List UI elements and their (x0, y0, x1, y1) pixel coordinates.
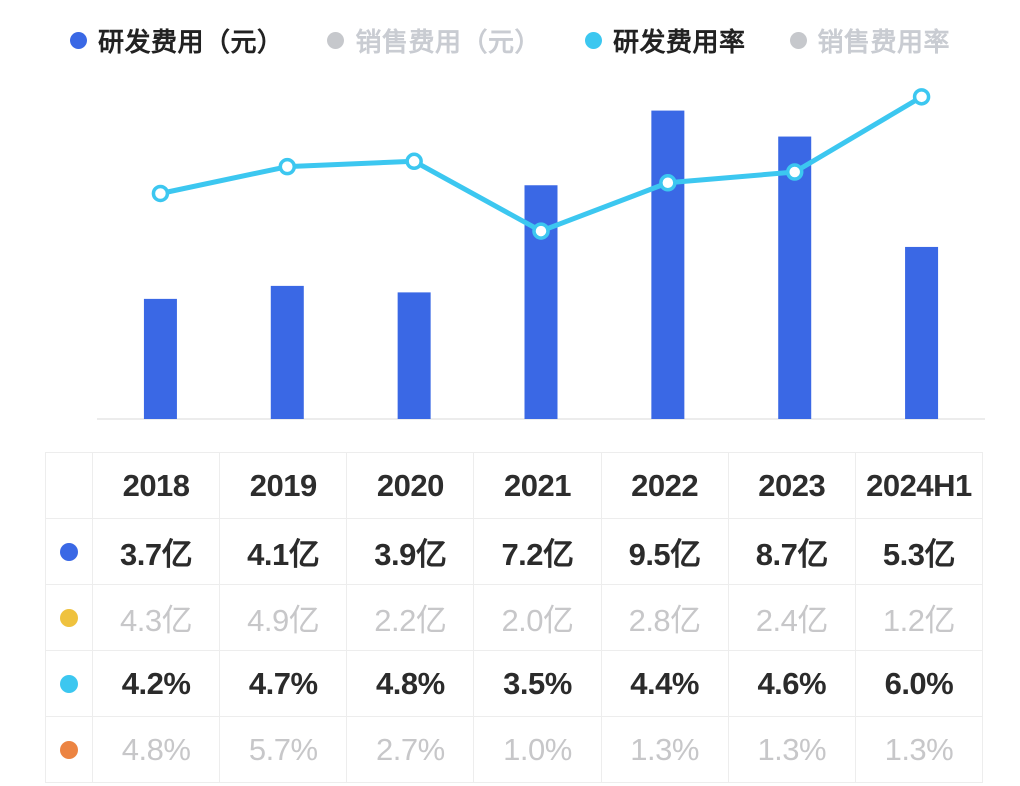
bar-2021 (524, 185, 558, 419)
table-cell: 2.7% (347, 717, 475, 783)
table-header-cell: 2024H1 (855, 453, 983, 519)
legend-dot-icon (69, 32, 87, 49)
combo-chart (97, 88, 985, 420)
line-marker-2024H1 (912, 88, 931, 106)
table-cell: 4.1亿 (220, 519, 348, 585)
table-cell: 2.0亿 (474, 585, 602, 651)
table-corner-cell (46, 453, 93, 519)
table-cell: 4.3亿 (93, 585, 221, 651)
line-marker-2018 (151, 184, 170, 203)
line-marker-2019 (278, 157, 297, 176)
legend-item-rd-expense[interactable]: 研发费用（元） (69, 22, 284, 59)
legend-label: 研发费用率 (613, 27, 746, 57)
table-cell: 4.6% (728, 651, 856, 717)
legend-item-sales-expense[interactable]: 销售费用（元） (327, 22, 541, 59)
table-cell: 1.0% (474, 717, 602, 783)
table-cell: 1.2亿 (855, 585, 983, 651)
combo-chart-canvas (97, 88, 985, 420)
chart-legend: 研发费用（元） 销售费用（元） 研发费用率 销售费用率 (0, 22, 1020, 59)
table-cell: 2.4亿 (728, 585, 856, 651)
data-table: 2018 2019 2020 2021 2022 2023 2024H1 3.7亿 4.1亿 3.… (45, 452, 983, 783)
table-cell: 5.7% (220, 717, 348, 783)
series-dot-cell (46, 717, 93, 783)
bar-2022 (651, 110, 685, 420)
table-cell: 3.9亿 (347, 519, 475, 585)
series-dot-icon-sales-expense (60, 608, 78, 627)
bar-2020 (397, 292, 431, 419)
table-cell: 1.3% (601, 717, 729, 783)
table-cell: 6.0% (855, 651, 983, 717)
series-dot-icon-rd-expense-ratio (60, 674, 78, 693)
legend-dot-icon (327, 32, 345, 49)
table-cell: 4.8% (347, 651, 475, 717)
bar-2018 (143, 298, 177, 419)
table-header-cell: 2020 (347, 453, 475, 519)
table-cell: 4.4% (601, 651, 729, 717)
line-marker-2020 (405, 152, 423, 171)
legend-dot-icon (789, 32, 807, 49)
table-cell: 8.7亿 (728, 519, 856, 585)
table-cell: 2.2亿 (347, 585, 475, 651)
series-dot-icon-rd-expense (60, 542, 78, 561)
table-header-cell: 2019 (220, 453, 348, 519)
table-cell: 4.7% (220, 651, 348, 717)
table-cell: 5.3亿 (855, 519, 983, 585)
table-header-cell: 2021 (474, 453, 602, 519)
legend-item-rd-expense-ratio[interactable]: 研发费用率 (585, 22, 746, 59)
table-cell: 2.8亿 (601, 585, 729, 651)
table-cell: 4.8% (93, 717, 221, 783)
table-cell: 1.3% (855, 717, 983, 783)
series-dot-cell (46, 519, 93, 585)
bar-2019 (270, 285, 304, 419)
table-cell: 7.2亿 (474, 519, 602, 585)
bar-2024H1 (905, 246, 939, 419)
line-marker-2023 (785, 163, 804, 181)
table-header-cell: 2018 (93, 453, 221, 519)
legend-label: 销售费用（元） (355, 27, 541, 57)
series-dot-icon-sales-expense-ratio (60, 740, 78, 759)
table-header-cell: 2023 (728, 453, 856, 519)
table-cell: 9.5亿 (601, 519, 729, 585)
bar-2023 (778, 136, 812, 420)
line-marker-2021 (532, 222, 550, 240)
table-cell: 4.9亿 (220, 585, 348, 651)
table-cell: 3.7亿 (93, 519, 221, 585)
legend-label: 研发费用（元） (97, 27, 284, 57)
legend-label: 销售费用率 (817, 27, 951, 57)
table-header-cell: 2022 (601, 453, 729, 519)
series-dot-cell (46, 651, 93, 717)
table-cell: 4.2% (93, 651, 221, 717)
series-dot-cell (46, 585, 93, 651)
line-marker-2022 (659, 174, 677, 192)
legend-dot-icon (585, 32, 602, 49)
table-cell: 3.5% (474, 651, 602, 717)
legend-item-sales-expense-ratio[interactable]: 销售费用率 (789, 22, 951, 59)
table-cell: 1.3% (728, 717, 856, 783)
